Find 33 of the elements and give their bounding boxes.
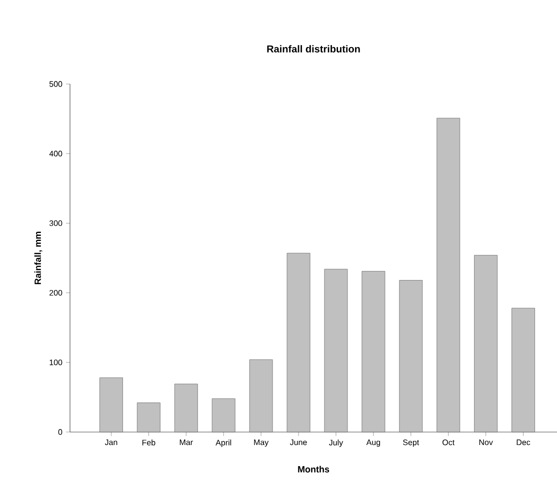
x-tick-label: Sept (403, 440, 420, 447)
y-tick-label: 100 (50, 360, 62, 366)
x-tick-label: July (328, 440, 344, 447)
bar (512, 308, 535, 432)
chart-title: Rainfall distribution (267, 45, 360, 52)
y-tick-label: 0 (58, 429, 62, 435)
x-tick-label: Dec (516, 440, 530, 446)
x-tick-label: May (254, 440, 269, 447)
y-axis-title: Rainfall, mm (34, 232, 42, 284)
x-tick-label: April (216, 440, 232, 447)
bar (399, 280, 423, 432)
bar (436, 118, 460, 432)
bar (324, 268, 348, 432)
y-tick-label: 400 (49, 150, 62, 156)
y-tick-label: 500 (49, 81, 62, 87)
bar (100, 378, 123, 432)
y-tick-label: 300 (49, 220, 62, 226)
bar (286, 252, 310, 432)
bar (249, 359, 273, 432)
bar (212, 398, 236, 432)
x-tick-label: Oct (442, 440, 455, 446)
y-tick-label: 200 (50, 290, 62, 296)
x-tick-label: Jan (104, 440, 118, 446)
x-axis-title: Months (298, 466, 330, 472)
bar (174, 384, 198, 432)
x-tick-label: June (290, 440, 307, 446)
bar (362, 271, 386, 432)
x-tick-label: Feb (142, 440, 156, 446)
bar (136, 402, 160, 432)
x-tick-label: Mar (180, 440, 193, 446)
bar (474, 255, 498, 432)
x-tick-label: Nov (479, 440, 493, 446)
x-tick-label: Aug (366, 440, 380, 447)
